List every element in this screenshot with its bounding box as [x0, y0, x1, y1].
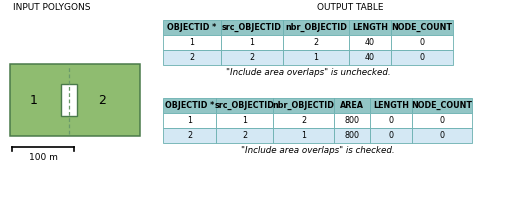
- Text: 100 m: 100 m: [29, 153, 58, 162]
- Text: 1: 1: [30, 93, 38, 106]
- Bar: [273, 128, 334, 143]
- Text: "Include area overlaps" is unchecked.: "Include area overlaps" is unchecked.: [226, 68, 390, 77]
- Bar: [273, 98, 334, 113]
- Text: 1: 1: [189, 38, 195, 47]
- Text: 2: 2: [187, 131, 192, 140]
- Text: 40: 40: [365, 53, 375, 62]
- Text: "Include area overlaps" is checked.: "Include area overlaps" is checked.: [241, 146, 394, 155]
- Text: 0: 0: [440, 131, 444, 140]
- Bar: [334, 128, 370, 143]
- Text: OBJECTID *: OBJECTID *: [165, 101, 214, 110]
- Bar: [163, 98, 216, 113]
- Bar: [163, 50, 221, 65]
- Bar: [163, 113, 216, 128]
- Bar: [334, 98, 370, 113]
- Bar: [412, 98, 472, 113]
- Bar: [283, 20, 349, 35]
- Text: 40: 40: [365, 38, 375, 47]
- Text: 1: 1: [187, 116, 192, 125]
- Bar: [10, 64, 140, 136]
- Text: 2: 2: [98, 93, 106, 106]
- Text: 1: 1: [250, 38, 254, 47]
- Text: 0: 0: [388, 131, 394, 140]
- Bar: [412, 128, 472, 143]
- Bar: [221, 35, 283, 50]
- Text: nbr_OBJECTID: nbr_OBJECTID: [285, 23, 347, 32]
- Text: 0: 0: [440, 116, 444, 125]
- Text: OBJECTID *: OBJECTID *: [167, 23, 216, 32]
- Text: 800: 800: [344, 131, 360, 140]
- Bar: [349, 50, 391, 65]
- Bar: [61, 84, 77, 116]
- Bar: [370, 128, 412, 143]
- Text: 0: 0: [419, 38, 424, 47]
- Bar: [273, 113, 334, 128]
- Text: INPUT POLYGONS: INPUT POLYGONS: [13, 3, 91, 12]
- Text: 2: 2: [242, 131, 247, 140]
- Text: 1: 1: [242, 116, 247, 125]
- Bar: [221, 20, 283, 35]
- Bar: [283, 50, 349, 65]
- Text: LENGTH: LENGTH: [352, 23, 388, 32]
- Bar: [391, 35, 453, 50]
- Bar: [349, 35, 391, 50]
- Bar: [370, 98, 412, 113]
- Bar: [370, 113, 412, 128]
- Bar: [412, 113, 472, 128]
- Bar: [334, 113, 370, 128]
- Bar: [283, 35, 349, 50]
- Text: 2: 2: [189, 53, 195, 62]
- Text: nbr_OBJECTID: nbr_OBJECTID: [272, 101, 334, 110]
- Bar: [163, 35, 221, 50]
- Bar: [391, 20, 453, 35]
- Bar: [216, 113, 273, 128]
- Text: OUTPUT TABLE: OUTPUT TABLE: [317, 3, 383, 12]
- Bar: [216, 98, 273, 113]
- Bar: [163, 20, 221, 35]
- Bar: [216, 128, 273, 143]
- Text: NODE_COUNT: NODE_COUNT: [412, 101, 472, 110]
- Text: src_OBJECTID: src_OBJECTID: [215, 101, 275, 110]
- Text: src_OBJECTID: src_OBJECTID: [222, 23, 282, 32]
- Text: 2: 2: [250, 53, 254, 62]
- Text: AREA: AREA: [340, 101, 364, 110]
- Text: 1: 1: [301, 131, 306, 140]
- Text: 0: 0: [419, 53, 424, 62]
- Text: 2: 2: [301, 116, 306, 125]
- Bar: [221, 50, 283, 65]
- Text: 800: 800: [344, 116, 360, 125]
- Text: 0: 0: [388, 116, 394, 125]
- Bar: [391, 50, 453, 65]
- Text: 2: 2: [314, 38, 318, 47]
- Text: 1: 1: [314, 53, 318, 62]
- Text: NODE_COUNT: NODE_COUNT: [391, 23, 452, 32]
- Bar: [349, 20, 391, 35]
- Text: LENGTH: LENGTH: [373, 101, 409, 110]
- Bar: [163, 128, 216, 143]
